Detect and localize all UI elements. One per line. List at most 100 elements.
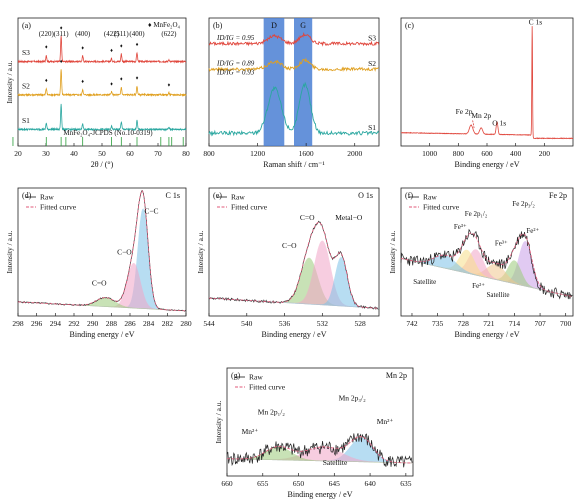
xrd-series-S1 bbox=[17, 103, 187, 132]
x-axis-label: Binding energy / eV bbox=[455, 160, 520, 169]
x-tick-label: 1600 bbox=[299, 149, 314, 158]
series-label-S3: S3 bbox=[368, 34, 376, 43]
x-tick-label: 298 bbox=[12, 319, 24, 328]
panel-title: C 1s bbox=[166, 191, 180, 200]
fe-annotation: Satellite bbox=[487, 291, 510, 299]
legend-mnfe2o4: ♦ MnFe₂O₄ bbox=[148, 21, 181, 29]
band-G bbox=[294, 18, 313, 146]
panel-label: (f) bbox=[405, 191, 413, 200]
fitted-curve bbox=[17, 190, 187, 312]
xrd-series-S3 bbox=[17, 35, 187, 64]
legend-fit-label: Fitted curve bbox=[249, 383, 286, 392]
panel-b: D G 800 1200 1600 2000 (b) Raman shift / cm⁻¹ S3… bbox=[203, 17, 380, 169]
legend-fit-label: Fitted curve bbox=[40, 203, 77, 212]
panel-title: Fe 2p bbox=[549, 191, 567, 200]
mn-annotation: Mn 2p₃/₂ bbox=[339, 393, 366, 402]
legend-fit-label: Fitted curve bbox=[423, 203, 460, 212]
x-tick-label: 280 bbox=[180, 319, 192, 328]
x-axis-label: Binding energy / eV bbox=[288, 490, 353, 499]
x-tick-label: 40 bbox=[70, 149, 78, 158]
x-axis-label: Binding energy / eV bbox=[70, 330, 135, 339]
x-tick-label: 640 bbox=[364, 479, 376, 488]
series-label-S1: S1 bbox=[368, 123, 376, 132]
x-axis-label: 2θ / (°) bbox=[91, 160, 114, 169]
panel-a: 20 30 40 50 60 70 80 (a) 2θ / (°) Intensity / a.u… bbox=[5, 17, 190, 169]
x-tick-label: 700 bbox=[560, 319, 572, 328]
peak-annotation: Mn 2p bbox=[471, 111, 491, 120]
x-tick-label: 635 bbox=[400, 479, 412, 488]
x-tick-label: 294 bbox=[50, 319, 62, 328]
x-axis-label: Raman shift / cm⁻¹ bbox=[263, 160, 325, 169]
x-tick-label: 80 bbox=[182, 149, 190, 158]
y-axis-label: Intensity / a.u. bbox=[388, 230, 397, 273]
panel-label: (d) bbox=[22, 191, 32, 200]
peak-marker: ♦ bbox=[136, 75, 139, 81]
component-label: C=O bbox=[92, 278, 107, 287]
raman-series-S3 bbox=[208, 32, 380, 47]
x-tick-label: 650 bbox=[293, 479, 305, 488]
component-label: C−O bbox=[282, 241, 297, 250]
peak-marker: ♦ bbox=[81, 45, 84, 51]
x-tick-label: 400 bbox=[510, 149, 522, 158]
annotation-arrow bbox=[472, 120, 475, 129]
x-tick-label: 728 bbox=[458, 319, 470, 328]
x-tick-label: 800 bbox=[453, 149, 465, 158]
x-tick-label: 292 bbox=[68, 319, 80, 328]
hkl-label: (511) bbox=[114, 30, 130, 38]
peak-marker: ♦ bbox=[60, 26, 63, 32]
series-label-S2: S2 bbox=[22, 81, 30, 90]
component-label: C−C bbox=[144, 207, 158, 216]
panel-title: Mn 2p bbox=[386, 371, 407, 380]
x-tick-label: 284 bbox=[143, 319, 155, 328]
component-label: C−O bbox=[117, 248, 132, 257]
panel-d: 298 296 294 292 290 288 286 284 282 280 (d) Binding… bbox=[5, 187, 192, 339]
component-label: Metal−O bbox=[335, 213, 363, 222]
band-D bbox=[263, 18, 285, 146]
peak-annotation: Fe 2p bbox=[456, 107, 473, 116]
fe-annotation: Fe²⁺ bbox=[472, 282, 485, 290]
fe-annotation: Satellite bbox=[413, 278, 436, 286]
fitted-curve bbox=[400, 232, 573, 298]
x-tick-label: 296 bbox=[31, 319, 43, 328]
x-tick-label: 282 bbox=[162, 319, 174, 328]
panel-label: (g) bbox=[231, 371, 241, 380]
x-tick-label: 721 bbox=[483, 319, 495, 328]
hkl-label: (400) bbox=[75, 30, 91, 38]
fitted-curve bbox=[208, 222, 379, 309]
hkl-label: (422) bbox=[104, 30, 120, 38]
x-tick-label: 200 bbox=[539, 149, 551, 158]
x-tick-label: 544 bbox=[203, 319, 215, 328]
peak-marker: ♦ bbox=[168, 82, 171, 88]
legend-raw-label: Raw bbox=[423, 193, 437, 202]
peak-marker: ♦ bbox=[60, 59, 63, 65]
band-label-G: G bbox=[300, 21, 306, 30]
x-tick-label: 286 bbox=[124, 319, 136, 328]
x-tick-label: 714 bbox=[509, 319, 521, 328]
x-tick-label: 735 bbox=[432, 319, 444, 328]
fe-annotation: Fe²⁺ bbox=[526, 227, 539, 235]
x-tick-label: 655 bbox=[257, 479, 269, 488]
peak-marker: ♦ bbox=[81, 79, 84, 85]
mn-annotation: Satellite bbox=[323, 458, 348, 467]
x-axis-label: Binding energy / eV bbox=[455, 330, 520, 339]
panel-title: O 1s bbox=[358, 191, 373, 200]
peak-marker: ♦ bbox=[120, 77, 123, 83]
plot-frame bbox=[226, 367, 414, 477]
peak-annotation: C 1s bbox=[529, 17, 543, 26]
raman-series-S1 bbox=[208, 81, 380, 137]
series-label-S2: S2 bbox=[368, 59, 376, 68]
x-tick-label: 70 bbox=[154, 149, 162, 158]
x-tick-label: 532 bbox=[317, 319, 329, 328]
x-tick-label: 742 bbox=[406, 319, 418, 328]
xrd-series-S2 bbox=[17, 69, 187, 98]
panel-c: 1000 800 600 400 200 (c) Binding energy / eV C … bbox=[400, 17, 574, 169]
component-label: C=O bbox=[300, 213, 315, 222]
fit-component-3 bbox=[400, 249, 574, 298]
plot-frame bbox=[17, 187, 187, 317]
hkl-label: (220) bbox=[39, 30, 55, 38]
panel-label: (a) bbox=[22, 21, 31, 30]
panel-label: (b) bbox=[213, 21, 223, 30]
peak-marker: ♦ bbox=[110, 48, 113, 54]
x-tick-label: 2000 bbox=[347, 149, 362, 158]
